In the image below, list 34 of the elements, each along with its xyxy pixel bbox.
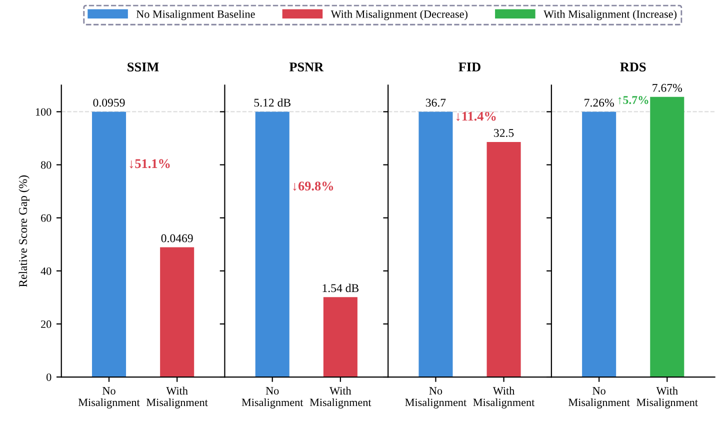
chart-title: FID bbox=[458, 62, 480, 72]
annotation: 36.7 bbox=[426, 98, 446, 107]
y-tick-label: 100 bbox=[36, 108, 52, 116]
x-tick-label: No Misalignment bbox=[78, 387, 140, 408]
chart-title: SSIM bbox=[128, 62, 159, 72]
x-tick-label: With Misalignment bbox=[310, 386, 372, 408]
legend-label: No Misalignment Baseline bbox=[136, 10, 255, 20]
y-tick-label: 0 bbox=[46, 373, 52, 381]
annotation: 7.26% bbox=[584, 98, 614, 107]
x-tick-label: With Misalignment bbox=[636, 386, 698, 408]
x-tick-label: No Misalignment bbox=[242, 387, 304, 408]
y-tick-label: 40 bbox=[40, 267, 52, 275]
y-axis-title: Relative Score Gap (%) bbox=[18, 175, 30, 287]
x-tick-label: With Misalignment bbox=[146, 386, 208, 408]
x-tick-label: With Misalignment bbox=[473, 386, 535, 408]
legend-label: With Misalignment (Decrease) bbox=[330, 10, 468, 20]
legend-label: With Misalignment (Increase) bbox=[544, 10, 676, 20]
chart-title: RDS bbox=[620, 62, 646, 72]
x-tick-label: No Misalignment bbox=[405, 387, 467, 408]
annotation: 7.67% bbox=[652, 84, 682, 92]
y-tick-label: 60 bbox=[41, 214, 52, 222]
x-tick-label: No Misalignment bbox=[568, 387, 630, 408]
annotation: ↑5.7% bbox=[618, 96, 648, 104]
annotation: 32.5 bbox=[494, 128, 514, 137]
annotation: 1.54 dB bbox=[322, 284, 359, 292]
annotation: 0.0959 bbox=[93, 98, 125, 107]
annotation: ↓51.1% bbox=[130, 159, 170, 168]
annotation: ↓11.4% bbox=[456, 112, 496, 121]
y-tick-label: 80 bbox=[40, 161, 52, 169]
y-tick-label: 20 bbox=[41, 320, 52, 328]
annotation: 0.0469 bbox=[161, 234, 193, 242]
annotation: ↓69.8% bbox=[293, 182, 334, 191]
annotation: 5.12 dB bbox=[254, 98, 290, 107]
chart-title: PSNR bbox=[289, 62, 324, 72]
